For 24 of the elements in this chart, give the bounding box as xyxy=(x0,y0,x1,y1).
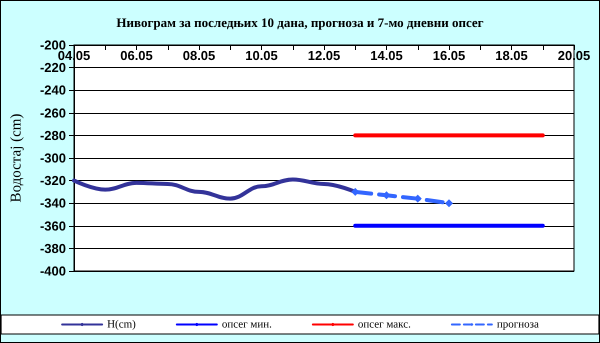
x-tick-label: 10.05 xyxy=(245,48,278,63)
x-tick-label: 06.05 xyxy=(120,48,153,63)
y-tick-label: -360 xyxy=(40,218,66,234)
y-tick-label: -220 xyxy=(40,60,66,76)
y-tick-label: -340 xyxy=(40,196,66,211)
x-tick-label: 16.05 xyxy=(432,48,466,63)
chart-title: Нивограм за последњих 10 дана, прогноза и 7-мо дневни опсег xyxy=(116,15,484,30)
y-tick-label: -320 xyxy=(40,173,66,188)
y-tick-label: -380 xyxy=(40,240,66,256)
x-tick-label: 08.05 xyxy=(182,48,216,63)
x-tick-label: 18.05 xyxy=(495,48,528,63)
point xyxy=(445,199,453,208)
legend-label: опсег мин. xyxy=(222,318,272,330)
legend-label: прогноза xyxy=(496,318,540,330)
x-tick-label: 12.05 xyxy=(308,48,340,63)
y-tick-label: -400 xyxy=(40,264,66,278)
x-tick-label: 14.05 xyxy=(370,48,403,63)
legend-label: H(cm) xyxy=(107,318,136,330)
y-tick-label: -300 xyxy=(40,150,66,166)
y-tick-label: -240 xyxy=(40,82,66,98)
y-tick-label: -260 xyxy=(40,105,66,120)
y-axis-title: Водостај (cm) xyxy=(8,114,24,202)
y-tick-label: -280 xyxy=(40,128,66,143)
legend-label: опсег макс. xyxy=(358,318,412,330)
